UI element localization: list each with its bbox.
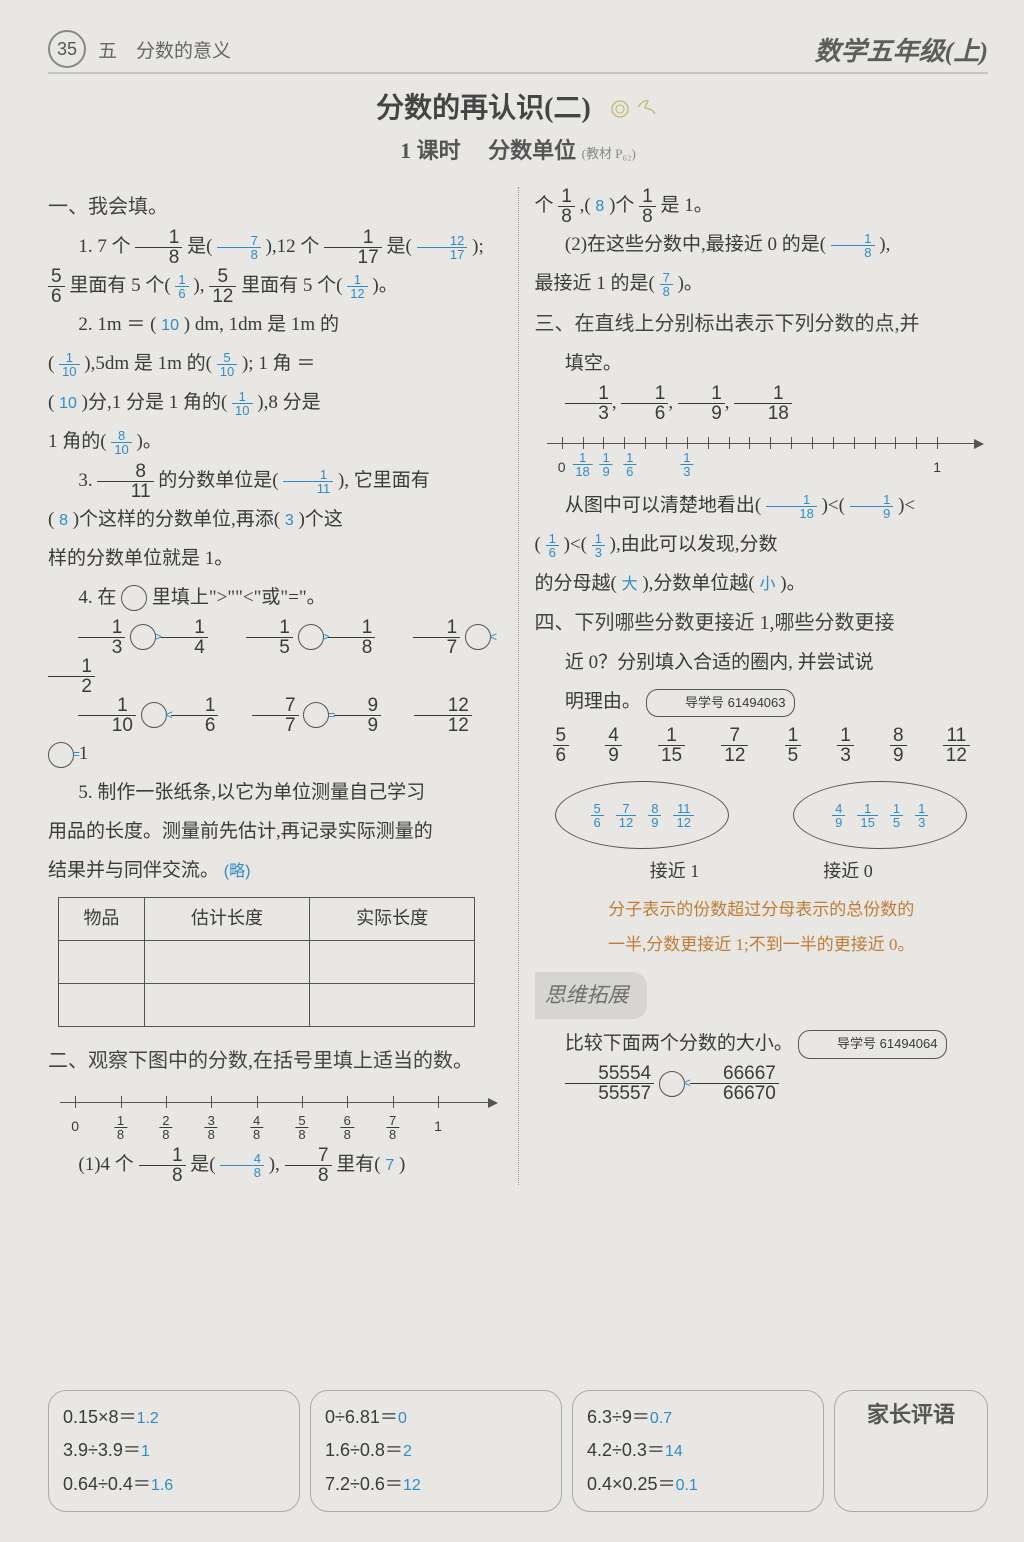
section-4c: 明理由。 导学号 61494063 — [535, 683, 989, 722]
guide-pill-1: 导学号 61494063 — [646, 689, 795, 718]
parent-comment-box[interactable]: 家长评语 — [834, 1390, 988, 1512]
oval-groups: 56 712 89 1112 49 115 15 13 — [535, 781, 989, 849]
r0: 个 18 ,( 8 )个 18 是 1。 — [535, 187, 989, 226]
section-1: 一、我会填。 — [48, 187, 502, 228]
left-column: 一、我会填。 1. 7 个 18 是( 78 ),12 个 117 是( 121… — [48, 187, 502, 1185]
columns: 一、我会填。 1. 7 个 18 是( 78 ),12 个 117 是( 121… — [48, 187, 988, 1185]
column-divider — [518, 187, 519, 1185]
r1: (2)在这些分数中,最接近 0 的是( 18 ), — [535, 226, 989, 265]
measure-table: 物品估计长度实际长度 — [58, 897, 475, 1027]
ext-q: 比较下面两个分数的大小。 导学号 61494064 — [535, 1025, 989, 1064]
extension-label: 思维拓展 — [535, 972, 647, 1019]
numberline-1: 0 18 28 38 48 58 68 78 1 — [48, 1088, 502, 1144]
calc-box-3: 6.3÷9＝0.7 4.2÷0.3＝14 0.4×0.25＝0.1 — [572, 1390, 824, 1512]
q1-line2: 56 里面有 5 个( 16 ), 512 里面有 5 个( 112 )。 — [48, 267, 502, 306]
s4-fracs: 56 49 115 712 15 13 89 1112 — [535, 722, 989, 775]
worksheet-page: 35 五 分数的意义 数学五年级(上) 分数的再认识(二) 1 课时 分数单位 … — [0, 0, 1024, 1542]
sub-ref: (教材 P₆₂) — [582, 146, 636, 161]
section-3b: 填空。 — [535, 345, 989, 384]
q4-head: 4. 在 里填上">""<"或"="。 — [48, 579, 502, 618]
book-header: 数学五年级(上) — [815, 31, 988, 68]
chapter-label: 五 分数的意义 — [98, 36, 231, 63]
q2-line2: ( 110 ),5dm 是 1m 的( 510 ); 1 角 ＝ — [48, 345, 502, 384]
note-1: 分子表示的份数超过分母表示的总份数的 — [535, 896, 989, 925]
bottom-practice: 0.15×8＝1.2 3.9÷3.9＝1 0.64÷0.4＝1.6 0÷6.81… — [48, 1390, 988, 1512]
r4: ( 16 )<( 13 ),由此可以发现,分数 — [535, 526, 989, 565]
title-text: 分数的再认识(二) — [376, 93, 591, 124]
snail-icon — [604, 95, 660, 127]
section-3a: 三、在直线上分别标出表示下列分数的点,并 — [535, 304, 989, 345]
q5-l2: 用品的长度。测量前先估计,再记录实际测量的 — [48, 813, 502, 852]
sub-topic: 分数单位 — [488, 138, 576, 163]
q3-line1: 3. 811 的分数单位是( 111 ), 它里面有 — [48, 462, 502, 501]
section-2: 二、观察下图中的分数,在括号里填上适当的数。 — [48, 1041, 502, 1082]
section-4a: 四、下列哪些分数更接近 1,哪些分数更接 — [535, 603, 989, 644]
guide-pill-2: 导学号 61494064 — [798, 1030, 947, 1059]
q4-row1: 13 > 14 15 > 18 17 < 12 — [48, 618, 502, 696]
q2-line4: 1 角的( 810 )。 — [48, 423, 502, 462]
oval-near-0[interactable]: 49 115 15 13 — [793, 781, 967, 849]
circle-icon — [121, 585, 147, 611]
q2-line3: ( 10 )分,1 分是 1 角的( 110 ),8 分是 — [48, 384, 502, 423]
r5: 的分母越( 大 ),分数单位越( 小 )。 — [535, 565, 989, 604]
q2-1: (1)4 个 18 是( 48 ), 78 里有( 7 ) — [48, 1146, 502, 1185]
top-bar: 35 五 分数的意义 数学五年级(上) — [48, 30, 988, 74]
s3-fracs: 13, 16, 19, 118 — [535, 384, 989, 423]
q3-line2: ( 8 )个这样的分数单位,再添( 3 )个这 — [48, 501, 502, 540]
page-number: 35 — [48, 30, 86, 68]
q5-l3: 结果并与同伴交流。 (略) — [48, 852, 502, 891]
subtitle: 1 课时 分数单位 (教材 P₆₂) — [48, 133, 988, 165]
q2-line1: 2. 1m ＝ ( 10 ) dm, 1dm 是 1m 的 — [48, 306, 502, 345]
r2: 最接近 1 的是( 78 )。 — [535, 265, 989, 304]
oval-near-1[interactable]: 56 712 89 1112 — [555, 781, 729, 849]
q4-row2: 110 < 16 77 = 99 1212 = 1 — [48, 696, 502, 774]
note-2: 一半,分数更接近 1;不到一半的更接近 0。 — [535, 931, 989, 960]
lesson-title: 分数的再认识(二) — [48, 86, 988, 127]
q1-line1: 1. 7 个 18 是( 78 ),12 个 117 是( 1217 ); — [48, 228, 502, 267]
sub-lesson: 1 课时 — [400, 138, 461, 163]
right-column: 个 18 ,( 8 )个 18 是 1。 (2)在这些分数中,最接近 0 的是(… — [535, 187, 989, 1185]
numberline-2: 0 118 19 16 13 1 — [535, 429, 989, 485]
top-left: 35 五 分数的意义 — [48, 30, 231, 68]
section-4b: 近 0？分别填入合适的圈内, 并尝试说 — [535, 644, 989, 683]
calc-box-1: 0.15×8＝1.2 3.9÷3.9＝1 0.64÷0.4＝1.6 — [48, 1390, 300, 1512]
q3-line3: 样的分数单位就是 1。 — [48, 540, 502, 579]
r3: 从图中可以清楚地看出( 118 )<( 19 )< — [535, 487, 989, 526]
ext-compare: 5555455557 < 6666766670 — [535, 1064, 989, 1103]
q5-l1: 5. 制作一张纸条,以它为单位测量自己学习 — [48, 774, 502, 813]
calc-box-2: 0÷6.81＝0 1.6÷0.8＝2 7.2÷0.6＝12 — [310, 1390, 562, 1512]
oval-labels: 接近 1 接近 0 — [535, 853, 989, 890]
